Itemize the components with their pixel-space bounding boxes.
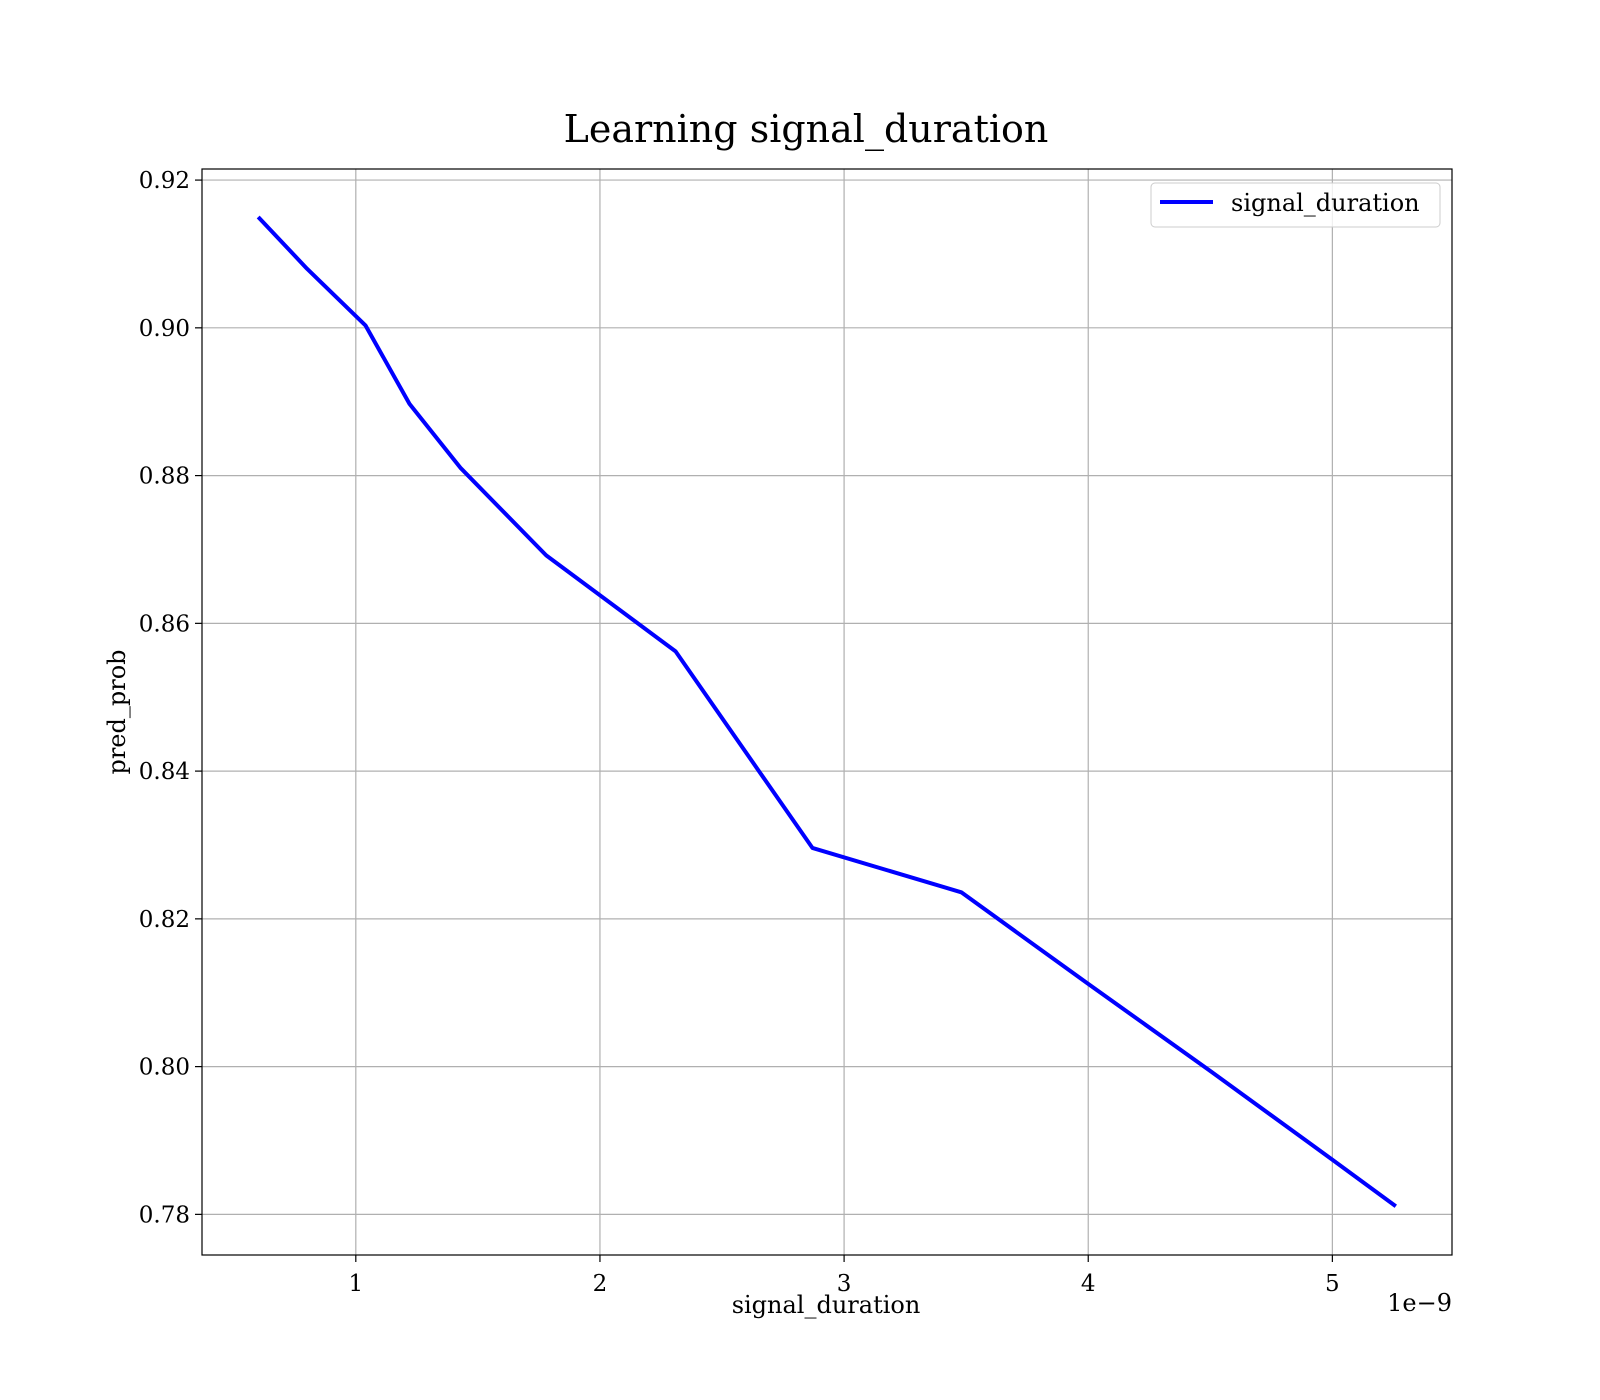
x-tick-label: 5: [1325, 1271, 1340, 1297]
chart-title: Learning signal_duration: [564, 107, 1049, 152]
x-axis-label: signal_duration: [732, 1291, 921, 1319]
y-tick-label: 0.92: [139, 168, 190, 194]
axis-ticks: 1 2 3 4 5 0.78 0.80 0.82 0.84 0.86 0.88 0.90 0.92: [139, 168, 1340, 1297]
plot-area-frame: [201, 168, 1453, 1256]
x-axis-offset-label: 1e−9: [1387, 1289, 1452, 1317]
y-tick-label: 0.90: [139, 316, 190, 342]
series-layer: [256, 215, 1397, 1208]
y-tick-label: 0.78: [139, 1202, 190, 1228]
x-tick-label: 4: [1081, 1271, 1096, 1297]
y-tick-label: 0.80: [139, 1055, 190, 1081]
y-tick-label: 0.84: [139, 759, 190, 785]
x-tick-label: 1: [348, 1271, 363, 1297]
y-axis-label: pred_prob: [103, 649, 131, 774]
x-tick-label: 2: [593, 1271, 608, 1297]
y-tick-label: 0.86: [139, 611, 190, 637]
legend-entry-label: signal_duration: [1231, 189, 1420, 217]
x-tick-label: 3: [837, 1271, 852, 1297]
y-tick-label: 0.88: [139, 464, 190, 490]
y-tick-label: 0.82: [139, 907, 190, 933]
legend: signal_duration: [1150, 182, 1441, 228]
grid: [202, 169, 1452, 1255]
legend-box: [1150, 182, 1441, 228]
series-line-signal_duration: [256, 215, 1397, 1208]
